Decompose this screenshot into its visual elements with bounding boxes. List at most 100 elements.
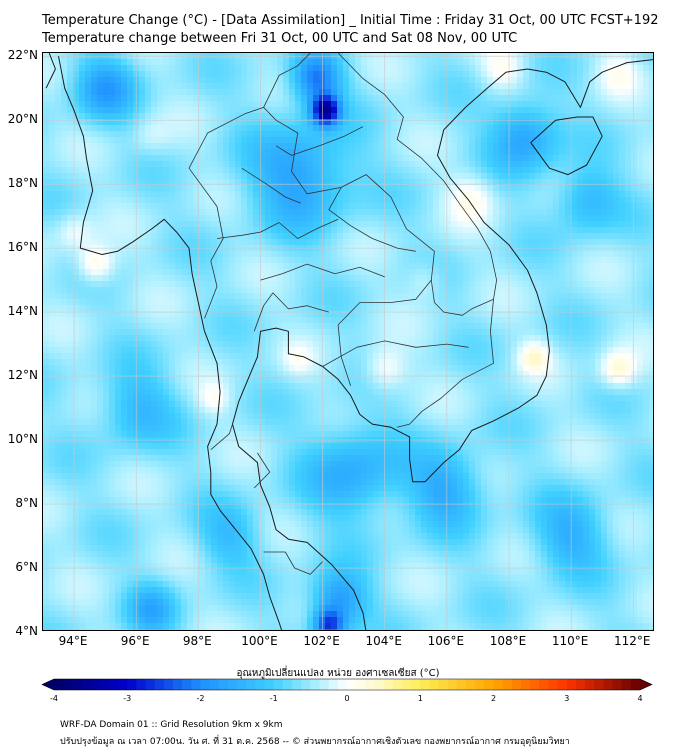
coastline: [232, 59, 653, 630]
lat-tick-label: 16°N: [7, 240, 38, 255]
colorbar-segment: [136, 679, 146, 690]
border-line: [328, 187, 416, 252]
model-info: WRF-DA Domain 01 :: Grid Resolution 9km …: [60, 720, 283, 730]
colorbar-segment: [72, 679, 82, 690]
lon-tick-label: 106°E: [427, 634, 465, 648]
coastlines-and-borders: [45, 53, 653, 630]
lon-tick-label: 102°E: [303, 634, 340, 648]
temperature-change-map: [43, 53, 653, 630]
colorbar-segment: [438, 679, 449, 690]
lon-tick-label: 100°E: [241, 634, 278, 648]
coastline: [58, 56, 283, 630]
colorbar-segment: [191, 679, 201, 690]
colorbar-segment: [621, 679, 632, 690]
lat-tick-label: 10°N: [7, 432, 38, 447]
colorbar-segment: [273, 679, 284, 690]
colorbar-segment: [511, 679, 522, 690]
colorbar-segment: [337, 679, 348, 690]
colorbar-tick-label: -1: [269, 694, 278, 703]
colorbar-segment: [63, 679, 73, 690]
lon-tick-label: 98°E: [182, 634, 212, 648]
colorbar-segment: [163, 679, 174, 690]
colorbar-segment: [319, 679, 330, 690]
colorbar-segment: [264, 679, 275, 690]
colorbar-segment: [218, 679, 229, 690]
border-line: [275, 126, 364, 156]
coastline: [530, 116, 603, 176]
colorbar-segment: [81, 679, 92, 690]
lat-tick-label: 22°N: [7, 48, 38, 63]
colorbar-segment: [90, 679, 101, 690]
colorbar-segment: [383, 679, 394, 690]
colorbar-segment: [548, 679, 558, 690]
lon-tick-label: 112°E: [614, 634, 651, 648]
colorbar-segment: [447, 679, 458, 690]
lon-tick-label: 104°E: [365, 634, 402, 648]
colorbar-segment: [200, 679, 211, 690]
colorbar-segment: [246, 679, 256, 690]
border-line: [263, 53, 498, 300]
colorbar-segment: [374, 679, 385, 690]
lon-tick-label: 110°E: [551, 634, 589, 648]
colorbar-segment: [530, 679, 540, 690]
colorbar-min-extend: [42, 679, 54, 690]
colorbar-segment: [282, 679, 293, 690]
border-line: [241, 167, 301, 204]
colorbar-segment: [173, 679, 183, 690]
colorbar-segment: [603, 679, 613, 690]
lon-tick-label: 96°E: [120, 634, 150, 648]
lat-tick-label: 18°N: [7, 176, 38, 191]
colorbar-segment: [54, 679, 64, 690]
colorbar-segment: [566, 679, 577, 690]
lat-tick-label: 4°N: [15, 624, 38, 638]
map-panel: [42, 52, 654, 631]
colorbar-segment: [493, 679, 504, 690]
colorbar-segment: [475, 679, 485, 690]
chart-subtitle: Temperature change between Fri 31 Oct, 0…: [42, 31, 518, 46]
colorbar-tick-label: -2: [196, 694, 205, 703]
graticule: [43, 53, 653, 630]
colorbar-segment: [520, 679, 531, 690]
lon-tick-label: 94°E: [58, 634, 88, 648]
colorbar-segment: [365, 679, 375, 690]
lat-tick-label: 14°N: [7, 304, 38, 319]
colorbar-segment: [630, 679, 641, 690]
colorbar-segment: [347, 679, 357, 690]
colorbar-segment: [99, 679, 110, 690]
border-line: [397, 299, 494, 428]
colorbar: [41, 678, 653, 691]
colorbar-segment: [411, 679, 421, 690]
border-line: [263, 551, 323, 575]
lon-tick-label: 108°E: [489, 634, 527, 648]
colorbar-segment: [154, 679, 165, 690]
border-line: [322, 340, 469, 367]
colorbar-segment: [502, 679, 513, 690]
colorbar-segment: [127, 679, 137, 690]
colorbar-segment: [145, 679, 156, 690]
border-line: [253, 292, 329, 332]
colorbar-segment: [585, 679, 595, 690]
chart-title: Temperature Change (°C) - [Data Assimila…: [42, 13, 659, 28]
colorbar-segment: [392, 679, 403, 690]
colorbar-max-extend: [640, 679, 652, 690]
coastline: [45, 53, 56, 89]
colorbar-segment: [575, 679, 586, 690]
temperature-field: [43, 53, 653, 630]
colorbar-outline: [41, 678, 653, 691]
colorbar-segment: [420, 679, 430, 690]
credit-line: ปรับปรุงข้อมูล ณ เวลา 07:00น. วัน ศ. ที่…: [60, 737, 570, 747]
colorbar-segment: [484, 679, 494, 690]
colorbar-segment: [401, 679, 412, 690]
colorbar-tick-label: 2: [490, 694, 497, 703]
lat-tick-label: 12°N: [7, 368, 38, 383]
border-line: [260, 263, 385, 281]
colorbar-segment: [182, 679, 192, 690]
colorbar-segment: [310, 679, 320, 690]
colorbar-tick-label: 1: [417, 694, 423, 703]
border-line: [430, 280, 494, 316]
lat-tick-label: 6°N: [15, 560, 38, 575]
colorbar-tick-label: 0: [344, 694, 350, 703]
colorbar-segment: [612, 679, 623, 690]
colorbar-segment: [227, 679, 238, 690]
colorbar-tick-label: -3: [123, 694, 132, 703]
